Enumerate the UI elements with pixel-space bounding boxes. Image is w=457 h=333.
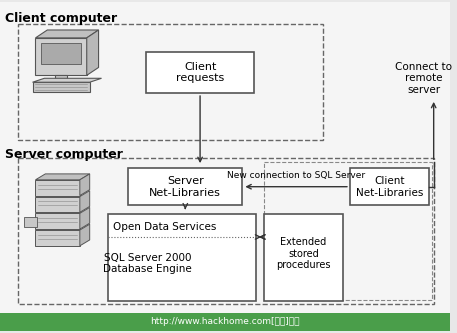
Text: Server
Net-Libraries: Server Net-Libraries [149,176,221,197]
Text: Client
Net-Libraries: Client Net-Libraries [356,176,423,197]
Text: Open Data Services: Open Data Services [113,222,217,232]
Bar [42,43,81,65]
Bar [18,24,323,141]
Polygon shape [36,196,80,212]
Bar [24,217,37,227]
Text: http://www.hackhome.com[网來]提供: http://www.hackhome.com[网來]提供 [150,317,300,326]
Polygon shape [32,82,90,92]
Polygon shape [80,174,90,195]
Text: Connect to
remote
server: Connect to remote server [395,62,452,95]
Bar [264,162,432,300]
Text: Client
requests: Client requests [176,62,224,83]
Polygon shape [80,207,90,229]
Polygon shape [36,230,80,246]
Bar [18,158,434,304]
Bar [146,52,254,93]
Text: New connection to SQL Server: New connection to SQL Server [227,171,365,180]
Polygon shape [32,78,101,82]
Bar [128,168,243,205]
Polygon shape [80,224,90,246]
Bar [264,214,343,301]
Bar [55,75,67,82]
Bar [350,168,429,205]
Text: SQL Server 2000
Database Engine: SQL Server 2000 Database Engine [103,253,192,274]
Polygon shape [87,30,99,75]
Bar [108,214,256,301]
Polygon shape [36,30,99,38]
Text: Client computer: Client computer [5,12,117,25]
Text: Server computer: Server computer [5,148,123,161]
Polygon shape [36,213,80,229]
Bar [0,313,451,331]
Polygon shape [36,38,87,75]
Polygon shape [36,180,80,195]
Polygon shape [80,191,90,212]
Polygon shape [36,174,90,180]
Text: Extended
stored
procedures: Extended stored procedures [276,237,331,270]
